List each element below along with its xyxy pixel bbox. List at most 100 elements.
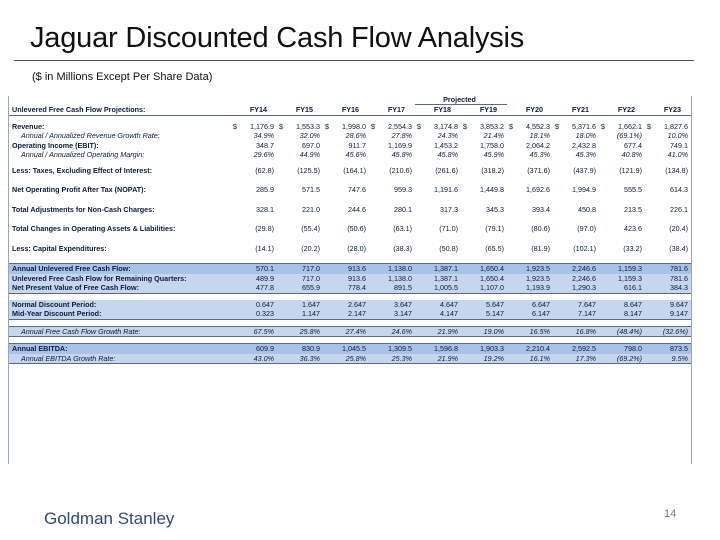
- capital-expenditures-value: (38.4): [645, 244, 691, 254]
- mid-year-discount-period-value-text: 1.147: [302, 309, 320, 318]
- revenue-value-text: 1,998.0: [342, 121, 366, 131]
- ebit-value-text: 911.7: [348, 140, 366, 150]
- taxes-value: (371.6): [507, 166, 553, 176]
- page-number: 14: [664, 508, 677, 520]
- annual-ebitda-value-text: 873.5: [670, 344, 689, 354]
- normal-discount-period-value: 7.647: [553, 299, 600, 309]
- noncash-adjustments-value-text: 280.1: [394, 204, 412, 214]
- ebit-value-text: 348.7: [256, 140, 274, 150]
- working-capital-changes-row: Total Changes in Operating Assets & Liab…: [9, 224, 691, 234]
- fcf-growth-rate-value: 16.5%: [507, 325, 554, 337]
- taxes-value-text: (371.6): [527, 165, 551, 175]
- spacer-row: [9, 195, 691, 205]
- unlevered-fcf-value: 913.6: [323, 263, 369, 274]
- fcf-growth-rate-value: 25.8%: [277, 325, 323, 337]
- noncash-adjustments-value: 244.6: [323, 205, 369, 215]
- mid-year-discount-period-value-text: 0.323: [256, 309, 274, 318]
- nopat-value: 747.6: [323, 185, 369, 195]
- mid-year-discount-period-value: 0.323: [231, 309, 277, 320]
- nopat-value-text: 959.3: [394, 185, 412, 194]
- ebitda-growth-rate-value-text: 19.2%: [483, 353, 505, 363]
- normal-discount-period-value-text: 6.647: [532, 299, 551, 309]
- revenue-growth-value: (69.1%): [599, 131, 645, 141]
- noncash-adjustments-value-text: 393.4: [532, 204, 551, 214]
- fcf-growth-rate-value-text: 67.5%: [253, 326, 274, 336]
- revenue-growth-value-text: 34.9%: [253, 131, 274, 140]
- ebit-value: 677.4: [599, 141, 645, 151]
- mid-year-discount-period-value: 2.147: [323, 309, 369, 320]
- revenue-value: $1,998.0: [323, 122, 369, 132]
- currency-symbol: $: [647, 121, 652, 131]
- unlevered-fcf-remaining-label: Unlevered Free Cash Flow for Remaining Q…: [9, 273, 231, 283]
- nopat-row: Net Operating Profit After Tax (NOPAT): 2…: [9, 185, 691, 195]
- normal-discount-period-value: 2.647: [323, 299, 369, 309]
- working-capital-changes-value: (29.8): [231, 224, 277, 234]
- revenue-value-text: 2,554.3: [388, 121, 412, 131]
- currency-symbol: $: [555, 121, 560, 131]
- normal-discount-period-value-text: 4.647: [440, 299, 458, 309]
- nopat-value: 285.9: [231, 185, 277, 195]
- slide-title: Jaguar Discounted Cash Flow Analysis: [30, 22, 525, 54]
- mid-year-discount-period-value-text: 8.147: [624, 309, 643, 318]
- ebit-value-text: 677.4: [624, 140, 643, 150]
- working-capital-changes-value-text: (29.8): [255, 224, 274, 233]
- year-header: FY19: [461, 104, 508, 116]
- unlevered-fcf-value-text: 717.0: [302, 264, 320, 274]
- working-capital-changes-value-text: (50.6): [347, 224, 366, 233]
- revenue-growth-value: 34.9%: [231, 131, 277, 141]
- ebit-value: 911.7: [323, 141, 369, 151]
- year-header: FY14: [231, 104, 277, 116]
- npv-fcf-value-text: 384.3: [670, 283, 689, 292]
- nopat-value-text: 1,191.6: [434, 185, 458, 194]
- unlevered-fcf-value-text: 1,650.4: [480, 264, 505, 274]
- revenue-growth-value: 21.4%: [461, 131, 507, 141]
- unlevered-fcf-remaining-value: 1,159.3: [599, 273, 646, 283]
- mid-year-discount-period-value: 4.147: [415, 309, 461, 320]
- annual-ebitda-value: 830.9: [277, 343, 323, 354]
- fcf-growth-rate-value: (32.6%): [645, 325, 692, 337]
- working-capital-changes-value: (80.6): [507, 224, 553, 234]
- unlevered-fcf-row: Annual Unlevered Free Cash Flow: 570.1 717…: [9, 263, 692, 274]
- spacer-row: [9, 214, 691, 224]
- spacer-cell: [9, 253, 691, 264]
- annual-ebitda-value: 1,309.5: [369, 343, 415, 354]
- revenue-value: $1,553.3: [277, 122, 323, 132]
- fcf-growth-rate-value-text: 24.6%: [391, 326, 412, 336]
- taxes-value: (437.9): [553, 166, 599, 176]
- spacer-row: [9, 319, 691, 326]
- dcf-table: Projected Unlevered Free Cash Flow Projec…: [9, 96, 692, 364]
- spacer-cell: [9, 175, 691, 185]
- normal-discount-period-value-text: 3.647: [394, 299, 412, 309]
- npv-fcf-value-text: 1,193.9: [526, 283, 551, 292]
- working-capital-changes-value-text: (80.6): [531, 224, 551, 233]
- noncash-adjustments-value: 393.4: [507, 205, 553, 215]
- currency-symbol: $: [417, 121, 421, 131]
- operating-margin-value-text: 41.0%: [667, 150, 689, 159]
- noncash-adjustments-value: 317.3: [415, 205, 461, 215]
- nopat-label: Net Operating Profit After Tax (NOPAT):: [12, 185, 146, 194]
- revenue-value: $3,853.2: [461, 122, 507, 132]
- ebitda-growth-rate-value: (69.2%): [599, 353, 646, 364]
- normal-discount-period-value: 5.647: [461, 299, 508, 309]
- spacer-cell: [9, 337, 691, 344]
- normal-discount-period-value-text: 8.647: [624, 299, 643, 309]
- capital-expenditures-value: (81.9): [507, 244, 553, 254]
- operating-margin-value: 41.0%: [645, 150, 691, 160]
- ebitda-growth-rate-value: 36.3%: [277, 353, 323, 364]
- unlevered-fcf-remaining-value: 781.6: [645, 273, 692, 283]
- annual-ebitda-value: 798.0: [599, 343, 646, 354]
- year-header: FY23: [645, 104, 692, 116]
- annual-ebitda-value: 609.9: [231, 343, 277, 354]
- operating-margin-value-text: 45.6%: [345, 150, 366, 159]
- revenue-label: Revenue:: [12, 121, 45, 131]
- taxes-label: Less: Taxes, Excluding Effect of Interes…: [12, 165, 153, 175]
- unlevered-fcf-remaining-value-text: 1,159.3: [618, 273, 643, 283]
- unlevered-fcf-remaining-value-text: 1,923.5: [526, 273, 551, 283]
- unlevered-fcf-remaining-value: 1,650.4: [461, 273, 508, 283]
- currency-symbol: $: [371, 121, 375, 131]
- revenue-growth-value: 28.6%: [323, 131, 369, 141]
- annual-ebitda-value-text: 2,210.4: [526, 344, 551, 354]
- revenue-growth-value: 18.0%: [553, 131, 599, 141]
- year-header: FY22: [599, 104, 646, 116]
- ebit-row: Operating Income (EBIT): 348.7 697.0 911.7 1…: [9, 141, 691, 151]
